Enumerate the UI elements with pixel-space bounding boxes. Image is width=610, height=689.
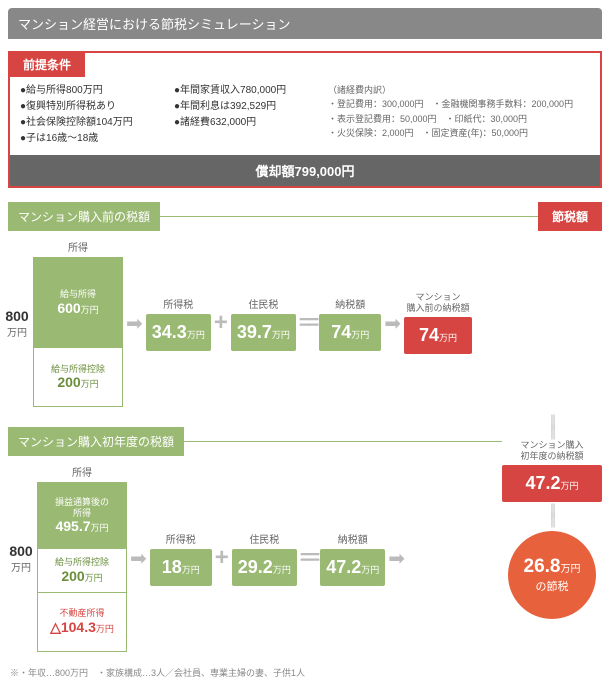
arrow-icon: ➡: [130, 546, 147, 571]
y-axis-label: 800万円: [8, 543, 34, 574]
arrow-icon: ➡: [384, 311, 401, 336]
col-head: 住民税: [249, 531, 279, 546]
col-head: 所得税: [166, 531, 196, 546]
total-tax-box: 47.2万円: [320, 549, 385, 586]
col-head: 住民税: [248, 296, 278, 311]
y-axis-label: 800万円: [4, 308, 30, 339]
divider: [184, 441, 502, 442]
col-head: 所得税: [163, 296, 193, 311]
total-tax-box: 74万円: [319, 314, 381, 351]
page-title: マンション経営における節税シミュレーション: [8, 8, 602, 39]
footnote: ※・年収…800万円 ・家族構成…3人／会社員、専業主婦の妻、子供1人: [10, 666, 600, 679]
result-label-after: マンション購入初年度の納税額: [502, 440, 602, 462]
savings-circle: 26.8万円 の節税: [508, 531, 596, 619]
prereq-tag: 前提条件: [9, 52, 85, 77]
divider: [160, 216, 538, 217]
flow-after: 800万円 所得 損益通算後の所得495.7万円給与所得控除200万円不動産所得…: [8, 464, 502, 652]
flow-before: 800万円 所得 給与所得600万円給与所得控除200万円 ➡ 所得税 34.3…: [4, 239, 602, 407]
result-label: マンション購入前の納税額: [407, 292, 470, 314]
section-title-after: マンション購入初年度の税額: [8, 427, 184, 456]
income-tax-box: 34.3万円: [146, 314, 211, 351]
col-head: 納税額: [338, 531, 368, 546]
plus-icon: +: [215, 544, 229, 572]
result-box-after: 47.2万円: [502, 465, 602, 502]
income-tax-box: 18万円: [150, 549, 212, 586]
stack-cell: 不動産所得△104.3万円: [38, 593, 126, 651]
income-head: 所得: [68, 239, 88, 254]
prereq-col-1: ●給与所得800万円●復興特別所得税あり●社会保険控除額104万円●子は16歳〜…: [20, 83, 160, 147]
breakdown-title: （諸経費内訳）: [328, 83, 590, 97]
equals-icon: ==: [299, 312, 316, 335]
arrow-icon: ➡: [126, 311, 143, 336]
income-head: 所得: [72, 464, 92, 479]
arrow-icon: ➡: [388, 546, 405, 571]
section-title-before: マンション購入前の税額: [8, 202, 160, 231]
col-head: 納税額: [335, 296, 365, 311]
equals-icon: ==: [300, 547, 317, 570]
income-stack-before: 給与所得600万円給与所得控除200万円: [33, 257, 123, 407]
stack-cell: 給与所得600万円: [34, 258, 122, 348]
prerequisites-box: 前提条件 ●給与所得800万円●復興特別所得税あり●社会保険控除額104万円●子…: [8, 51, 602, 188]
section-header-after: マンション購入初年度の税額: [8, 427, 502, 456]
resident-tax-box: 29.2万円: [232, 549, 297, 586]
savings-tag: 節税額: [538, 202, 602, 231]
section-header-before: マンション購入前の税額 節税額: [8, 202, 602, 231]
stack-cell: 損益通算後の所得495.7万円: [38, 483, 126, 549]
plus-icon: +: [214, 309, 228, 337]
income-stack-after: 損益通算後の所得495.7万円給与所得控除200万円不動産所得△104.3万円: [37, 482, 127, 652]
resident-tax-box: 39.7万円: [231, 314, 296, 351]
stack-cell: 給与所得控除200万円: [34, 348, 122, 406]
prereq-col-2: ●年間家賃収入780,000円●年間利息は392,529円●諸経費632,000…: [174, 83, 314, 147]
stack-cell: 給与所得控除200万円: [38, 549, 126, 593]
result-box-before: 74万円: [404, 317, 472, 354]
equals-vert-icon: ||||: [502, 417, 602, 436]
depreciation-bar: 償却額799,000円: [10, 155, 600, 186]
equals-vert-icon: ||||: [502, 506, 602, 525]
prereq-col-3: （諸経費内訳） ・登記費用：300,000円 ・金融機関事務手数料：200,00…: [328, 83, 590, 147]
